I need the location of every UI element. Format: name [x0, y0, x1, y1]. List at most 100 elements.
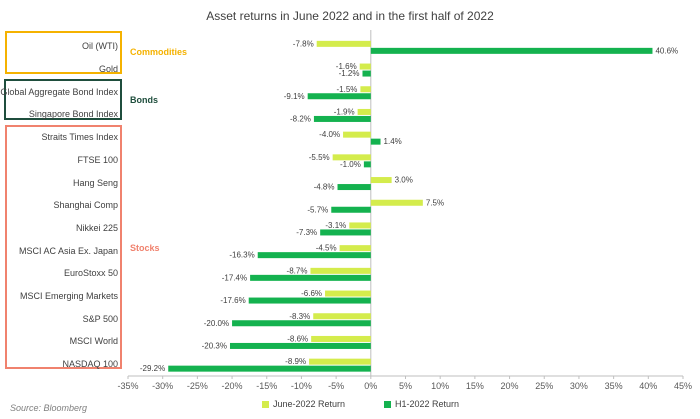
category-label: Oil (WTI)	[82, 41, 118, 52]
legend-june-label: June-2022 Return	[273, 399, 346, 409]
data-label-h1: -9.1%	[284, 92, 305, 101]
bar-june	[310, 267, 371, 274]
data-label-june: -1.6%	[336, 62, 357, 71]
data-label-june: -1.9%	[334, 107, 355, 116]
bar-h1	[331, 206, 371, 213]
category-label: FTSE 100	[77, 154, 118, 165]
bar-june	[357, 108, 371, 115]
category-label: Gold	[98, 64, 118, 75]
data-label-h1: -1.0%	[340, 160, 361, 169]
bar-h1	[313, 115, 371, 122]
x-tick-label: 40%	[639, 381, 657, 391]
category-label: EuroStoxx 50	[63, 268, 118, 279]
group-box-bonds	[4, 79, 122, 120]
bar-h1	[250, 274, 371, 281]
x-tick-label: -5%	[328, 381, 344, 391]
data-label-june: 7.5%	[426, 198, 444, 207]
bar-june	[339, 245, 371, 252]
data-label-june: -6.6%	[301, 289, 322, 298]
x-tick-label: -35%	[117, 381, 138, 391]
data-label-june: -3.1%	[325, 221, 346, 230]
bar-h1	[363, 161, 371, 168]
bar-h1	[257, 252, 371, 259]
bar-june	[316, 40, 371, 47]
data-label-june: -8.9%	[285, 357, 306, 366]
x-tick-label: 45%	[674, 381, 692, 391]
data-label-june: -1.5%	[337, 85, 358, 94]
data-label-h1: -17.6%	[220, 296, 245, 305]
x-tick-label: -20%	[222, 381, 243, 391]
x-tick-label: 15%	[466, 381, 484, 391]
data-label-h1: -20.3%	[202, 341, 227, 350]
bar-june	[370, 199, 423, 206]
bar-june	[309, 358, 371, 365]
bar-june	[370, 177, 392, 184]
source-note: Source: Bloomberg	[10, 403, 88, 413]
bar-june	[325, 290, 371, 297]
data-label-h1: -29.2%	[140, 364, 165, 373]
legend-june: June-2022 Return	[262, 399, 345, 409]
data-label-h1: -1.2%	[339, 69, 360, 78]
bar-h1	[370, 138, 381, 145]
x-tick-label: 25%	[535, 381, 553, 391]
bar-h1	[337, 184, 371, 191]
data-label-june: -7.8%	[293, 39, 314, 48]
x-tick-label: 30%	[570, 381, 588, 391]
data-label-h1: -17.4%	[222, 273, 247, 282]
data-label-june: -4.0%	[319, 130, 340, 139]
category-label: MSCI World	[69, 336, 118, 347]
group-label-bonds: Bonds	[130, 95, 158, 105]
chart-title: Asset returns in June 2022 and in the fi…	[206, 9, 494, 23]
category-label: Straits Times Index	[41, 132, 118, 143]
x-tick-label: 5%	[399, 381, 412, 391]
data-label-june: -8.6%	[287, 334, 308, 343]
bar-june	[360, 86, 371, 93]
bar-h1	[307, 93, 371, 100]
x-tick-label: -10%	[291, 381, 312, 391]
data-label-h1: -7.3%	[296, 228, 317, 237]
x-tick-label: -30%	[152, 381, 173, 391]
data-label-june: 3.0%	[395, 176, 413, 185]
data-label-june: -8.7%	[287, 266, 308, 275]
category-label: Shanghai Comp	[53, 200, 118, 211]
bar-h1	[248, 297, 371, 304]
category-label: MSCI Emerging Markets	[19, 291, 118, 302]
bar-h1	[168, 365, 371, 372]
x-tick-label: 20%	[501, 381, 519, 391]
category-label: S&P 500	[82, 313, 118, 324]
category-label: Nikkei 225	[75, 222, 118, 233]
data-label-h1: 40.6%	[655, 46, 678, 55]
data-label-h1: -4.8%	[314, 183, 335, 192]
x-tick-label: -25%	[187, 381, 208, 391]
data-label-h1: -20.0%	[204, 319, 229, 328]
bar-june	[332, 154, 371, 161]
category-label: NASDAQ 100	[62, 359, 118, 370]
legend-h1-label: H1-2022 Return	[395, 399, 460, 409]
data-label-h1: -8.2%	[290, 114, 311, 123]
data-label-june: -8.3%	[289, 312, 310, 321]
category-label: MSCI AC Asia Ex. Japan	[18, 245, 118, 256]
bar-june	[313, 313, 371, 320]
x-tick-label: 0%	[364, 381, 377, 391]
data-label-june: -4.5%	[316, 244, 337, 253]
bar-h1	[229, 342, 371, 349]
data-label-h1: -5.7%	[307, 205, 328, 214]
data-label-june: -5.5%	[309, 153, 330, 162]
category-label: Singapore Bond Index	[28, 109, 118, 120]
legend-h1-swatch	[384, 400, 391, 408]
bar-june	[359, 63, 371, 70]
category-label: Global Aggregate Bond Index	[0, 86, 118, 97]
x-tick-label: 10%	[431, 381, 449, 391]
x-tick-label: 35%	[605, 381, 623, 391]
bar-h1	[232, 320, 371, 327]
bar-h1	[362, 70, 371, 77]
group-label-stocks: Stocks	[130, 243, 160, 253]
bar-h1	[320, 229, 371, 236]
bar-june	[311, 335, 371, 342]
group-box-stocks	[5, 125, 122, 369]
bar-june	[343, 131, 371, 138]
group-label-commodities: Commodities	[130, 47, 188, 57]
x-tick-label: -15%	[256, 381, 277, 391]
